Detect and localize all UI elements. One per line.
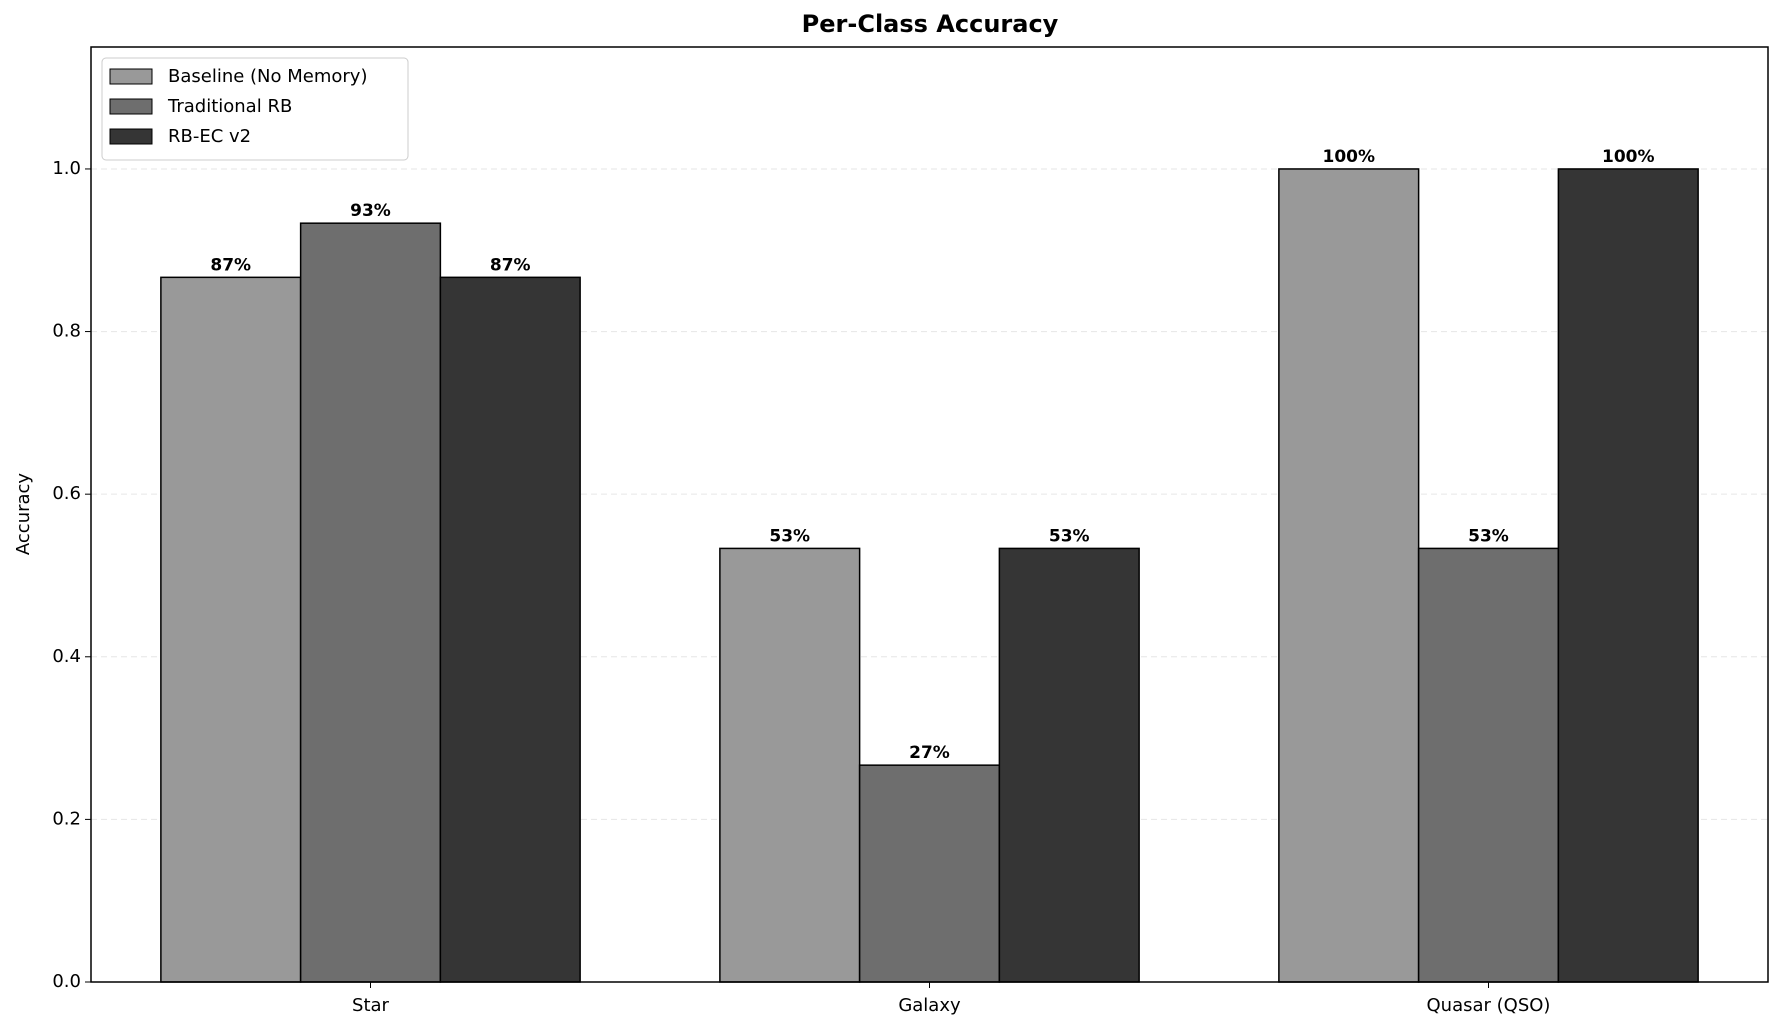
value-label: 53% [1468, 526, 1509, 546]
legend-box [101, 57, 409, 161]
bar [1557, 168, 1699, 983]
chart-title: Per-Class Accuracy [802, 10, 1059, 38]
bar [998, 547, 1140, 983]
plot-frame [90, 46, 1769, 983]
y-tick-label: 0.6 [52, 483, 81, 504]
legend-swatch [109, 98, 153, 115]
legend-swatch [109, 68, 153, 85]
y-axis-label: Accuracy [13, 473, 34, 556]
x-tick-label: Quasar (QSO) [1427, 995, 1551, 1016]
y-tick-label: 0.2 [52, 808, 81, 829]
legend-label: Traditional RB [167, 96, 292, 117]
value-label: 27% [909, 743, 950, 763]
value-label: 100% [1602, 147, 1655, 167]
value-label: 53% [1049, 526, 1090, 546]
bar [1278, 168, 1420, 983]
legend-label: RB-EC v2 [168, 126, 251, 147]
bar [299, 222, 442, 983]
value-label: 87% [490, 255, 531, 275]
x-tick-label: Galaxy [898, 995, 961, 1016]
bar [160, 276, 302, 983]
y-tick-label: 1.0 [52, 158, 81, 179]
y-tick-label: 0.0 [52, 971, 81, 992]
x-tick-label: Star [352, 995, 390, 1016]
bar [1417, 547, 1560, 983]
bar [439, 276, 581, 983]
legend-label: Baseline (No Memory) [168, 66, 368, 87]
bar [858, 764, 1001, 983]
y-tick-label: 0.4 [52, 646, 81, 667]
value-label: 53% [769, 526, 810, 546]
value-label: 87% [210, 255, 251, 275]
legend-swatch [109, 128, 153, 145]
bar [719, 547, 861, 983]
value-label: 100% [1322, 147, 1375, 167]
value-label: 93% [350, 201, 391, 221]
y-tick-label: 0.8 [52, 321, 81, 342]
